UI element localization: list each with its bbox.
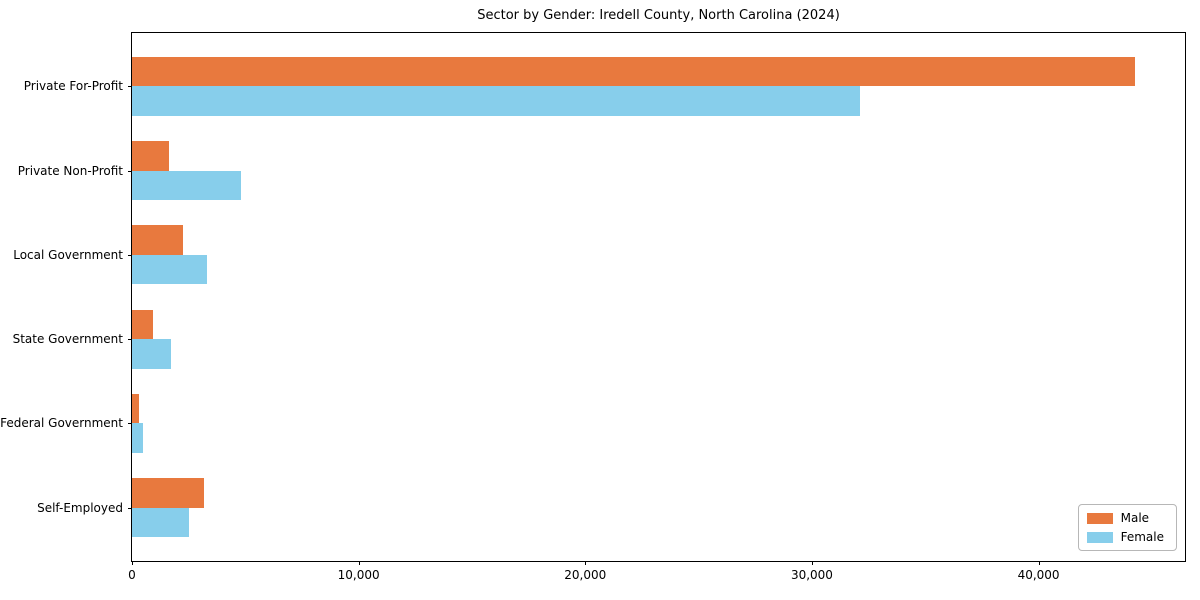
legend-swatch-male xyxy=(1086,512,1113,524)
x-tick xyxy=(132,561,133,565)
bar-male xyxy=(132,393,140,424)
x-tick xyxy=(1038,561,1040,565)
legend-label-female: Female xyxy=(1120,530,1164,544)
bar-male xyxy=(132,57,1135,87)
bar-female xyxy=(132,339,171,369)
bar-male xyxy=(132,141,169,171)
y-tick xyxy=(128,339,132,341)
bar-male xyxy=(132,478,204,508)
y-tick xyxy=(128,507,132,509)
y-tick-label: Local Government xyxy=(13,247,123,262)
x-tick xyxy=(585,561,587,565)
x-tick-label: 0 xyxy=(128,568,136,582)
bar-male xyxy=(132,225,183,255)
legend-swatch-female xyxy=(1086,531,1113,543)
legend-label-male: Male xyxy=(1120,511,1150,525)
bar-female xyxy=(132,423,144,453)
y-tick-label: State Government xyxy=(12,332,123,347)
legend-row-female: Female xyxy=(1086,530,1164,544)
x-tick xyxy=(811,561,813,565)
x-tick-label: 20,000 xyxy=(564,568,607,582)
y-tick-label: Self-Employed xyxy=(37,500,123,515)
bar-male xyxy=(132,309,154,340)
x-tick-label: 30,000 xyxy=(790,568,833,582)
x-tick-label: 40,000 xyxy=(1017,568,1060,582)
y-tick-label: Private Non-Profit xyxy=(17,163,123,178)
legend: Male Female xyxy=(1077,504,1177,551)
chart-title: Sector by Gender: Iredell County, North … xyxy=(477,8,840,23)
y-tick xyxy=(128,86,132,88)
x-tick-label: 10,000 xyxy=(337,568,380,582)
legend-row-male: Male xyxy=(1086,511,1164,525)
y-tick-label: Private For-Profit xyxy=(23,79,123,94)
bar-female xyxy=(132,254,207,285)
bar-female xyxy=(132,86,860,116)
y-tick xyxy=(128,170,132,172)
bar-female xyxy=(132,507,189,537)
y-tick xyxy=(128,254,132,256)
x-tick xyxy=(358,561,360,565)
bar-female xyxy=(132,170,241,201)
plot-area: Private For-Profit Private Non-Profit Loca… xyxy=(0,32,1186,582)
y-tick-label: Federal Government xyxy=(0,416,123,431)
y-tick xyxy=(128,423,132,425)
